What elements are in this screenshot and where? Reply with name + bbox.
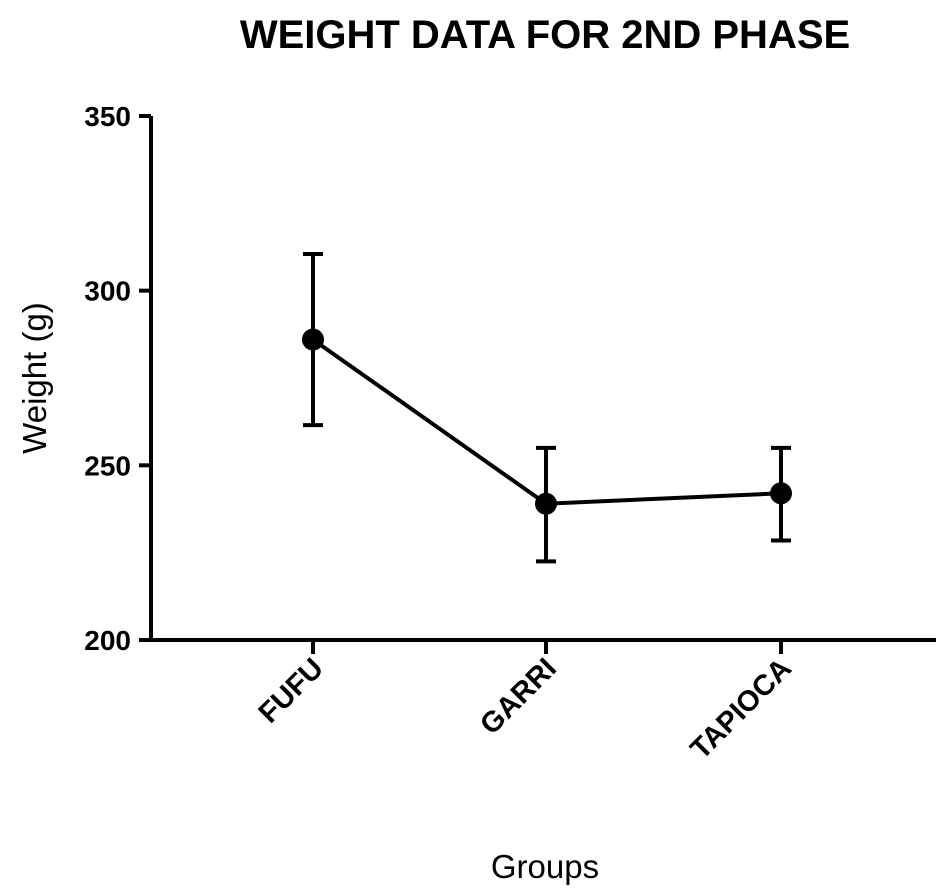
data-point xyxy=(770,482,792,505)
x-tick-label: GARRI xyxy=(474,652,563,741)
data-point xyxy=(535,492,557,515)
y-tick-label: 300 xyxy=(84,276,131,307)
y-tick-label: 350 xyxy=(84,101,131,132)
x-tick-label: FUFU xyxy=(253,652,330,729)
y-tick-label: 200 xyxy=(84,625,131,656)
chart-title: WEIGHT DATA FOR 2ND PHASE xyxy=(240,13,850,57)
x-ticks: FUFU GARRI TAPIOCA xyxy=(253,640,798,766)
y-axis-label: Weight (g) xyxy=(16,302,53,454)
axes xyxy=(149,116,936,642)
x-tick-label: TAPIOCA xyxy=(685,652,798,765)
y-ticks: 200 250 300 350 xyxy=(84,101,151,656)
data-point xyxy=(302,328,324,351)
y-tick-label: 250 xyxy=(84,450,131,481)
x-axis-label: Groups xyxy=(491,848,599,885)
series-group xyxy=(302,251,792,564)
